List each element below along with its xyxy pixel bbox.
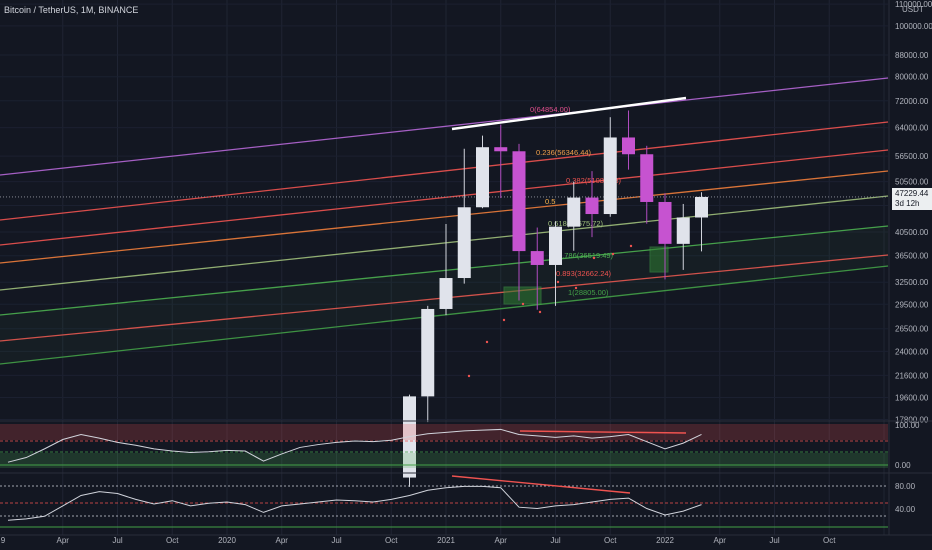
indicator2-tick: 40.00 (895, 505, 916, 514)
price-axis-label: 24000.00 (895, 347, 929, 356)
candle-body (585, 197, 599, 215)
time-axis-label: Oct (604, 536, 617, 545)
price-axis-label: 80000.00 (895, 73, 929, 82)
candle-body (676, 217, 690, 244)
fib-level-label: 0.5 (545, 197, 555, 206)
sar-dots (467, 244, 633, 378)
indicator1-tick: 0.00 (895, 461, 911, 470)
fib-channel-line (0, 77, 889, 176)
fib-level-label: 0.893(32662.24) (556, 269, 612, 278)
candle-body (658, 201, 672, 244)
price-axis-label: 21600.00 (895, 371, 929, 380)
time-axis-label: Jul (769, 536, 779, 545)
indicator2-tick: 80.00 (895, 482, 916, 491)
sar-dot (574, 286, 578, 290)
last-price-value: 47229.44 (895, 189, 929, 198)
price-axis-label: 19600.00 (895, 394, 929, 403)
price-axis-label: 110000.00 (895, 0, 932, 9)
fib-channel-line (0, 170, 889, 264)
countdown-label: 3d 12h (895, 199, 920, 208)
price-axis-label: 36500.00 (895, 252, 929, 261)
time-axis-label: Apr (276, 536, 289, 545)
time-axis-label: Apr (57, 536, 70, 545)
candles (403, 110, 708, 487)
sar-dot (629, 244, 633, 248)
fib-level-label: 0.236(56346.44) (536, 148, 592, 157)
candle-body (603, 137, 617, 215)
candle-body (439, 278, 453, 309)
time-axis-label: Oct (385, 536, 398, 545)
last-price-tag: 47229.44 3d 12h (892, 188, 932, 210)
time-axis-label: 2021 (437, 536, 455, 545)
time-axis-label: Jul (550, 536, 560, 545)
price-axis-label: 100000.00 (895, 22, 932, 31)
time-axis-label: Jul (331, 536, 341, 545)
price-axis-label: 88000.00 (895, 51, 929, 60)
time-axis-label: 9 (1, 536, 6, 545)
candle-body (530, 251, 544, 265)
time-axis-label: Apr (495, 536, 508, 545)
price-axis-label: 17800.00 (895, 416, 929, 425)
fib-channel-line (0, 225, 889, 316)
fib-level-label: 0.786(36519.49) (558, 251, 614, 260)
sar-dot (538, 310, 542, 314)
trend-line (451, 96, 687, 131)
indicator2-divergence-line (451, 475, 631, 494)
time-axis-label: Apr (714, 536, 727, 545)
fib-level-label: 1(28805.00) (568, 288, 609, 297)
oversold-zone (0, 453, 888, 468)
candle-body (421, 308, 435, 397)
sar-dot (521, 302, 525, 306)
fib-channel-line (0, 195, 889, 291)
time-axis-label: Oct (166, 536, 179, 545)
price-axis-label: 72000.00 (895, 97, 929, 106)
sar-dot (592, 256, 596, 260)
fib-channel-line (0, 265, 889, 365)
fib-channel-line (0, 149, 889, 246)
candle-body (695, 196, 708, 218)
price-axis-label: 40500.00 (895, 228, 929, 237)
price-axis-label: 26500.00 (895, 325, 929, 334)
sar-dot (611, 252, 615, 256)
candle-body (622, 137, 635, 155)
candle-body (457, 207, 471, 279)
time-axis-label: 2022 (656, 536, 674, 545)
candle-body (567, 197, 581, 227)
price-axis-unit: USDT (902, 5, 924, 14)
sar-dot (556, 280, 560, 284)
price-axis: 110000.00 100000.00 88000.00 80000.00 72000.… (895, 0, 932, 424)
indicator1-line (7, 428, 702, 463)
time-axis-label: Jul (112, 536, 122, 545)
price-axis-label: 29500.00 (895, 300, 929, 309)
price-axis-label: 32500.00 (895, 278, 929, 287)
chart-title: Bitcoin / TetherUS, 1M, BINANCE (4, 5, 139, 15)
candle-body (494, 147, 508, 152)
sar-dot (467, 374, 471, 378)
fib-channel-line (0, 121, 889, 221)
candle-body (476, 147, 489, 208)
price-axis-label: 64000.00 (895, 124, 929, 133)
support-zone-box (503, 286, 542, 305)
support-zone-box (649, 246, 669, 273)
indicator1-tick: 100.00 (895, 421, 920, 430)
price-axis-label: 50500.00 (895, 178, 929, 187)
sar-dot (502, 318, 506, 322)
sar-dot (485, 340, 489, 344)
candle-body (549, 226, 562, 265)
price-axis-label: 56500.00 (895, 152, 929, 161)
time-axis-label: 2020 (218, 536, 236, 545)
fib-level-label: 0(64854.00) (530, 105, 571, 114)
candle-body (640, 154, 654, 202)
indicator2-line (7, 485, 702, 521)
fib-level-label: 0.382(51082.28) (566, 176, 622, 185)
time-axis-label: Oct (823, 536, 836, 545)
candle-body (512, 151, 526, 252)
indicator1-divergence-line (519, 430, 687, 434)
